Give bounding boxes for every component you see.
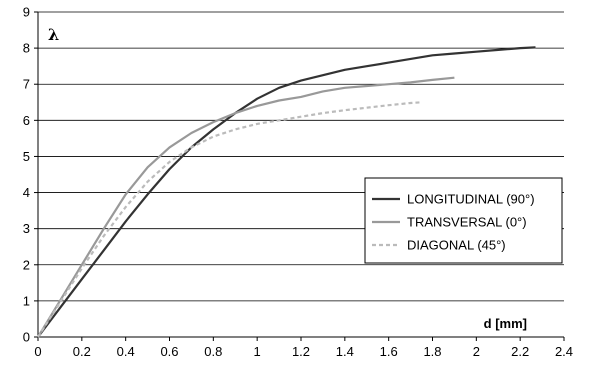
series-line-2 <box>37 101 422 338</box>
y-tick-label-1: 1 <box>23 293 30 308</box>
y-tick-label-9: 9 <box>23 5 30 20</box>
axes <box>34 11 565 341</box>
x-tick-label-2: 0.4 <box>117 344 135 359</box>
series-lines <box>37 46 536 338</box>
y-tick-label-6: 6 <box>23 113 30 128</box>
y-tick-label-5: 5 <box>23 149 30 164</box>
tick-labels: 0 1 2 3 4 5 6 7 8 9 0 0.2 0.4 0.6 0.8 1 1.2 1.4 1.6 1.8 2 2.2… <box>23 5 573 360</box>
x-tick-label-9: 1.8 <box>423 344 441 359</box>
x-tick-label-3: 0.6 <box>160 344 178 359</box>
x-tick-label-10: 2 <box>473 344 480 359</box>
legend-label-1: TRANSVERSAL (0°) <box>407 215 527 230</box>
x-tick-label-12: 2.4 <box>555 344 573 359</box>
x-tick-label-1: 0.2 <box>73 344 91 359</box>
y-tick-label-4: 4 <box>23 185 30 200</box>
x-tick-label-11: 2.2 <box>511 344 529 359</box>
legend-box <box>364 177 563 264</box>
x-tick-label-4: 0.8 <box>204 344 222 359</box>
legend-label-2: DIAGONAL (45°) <box>407 238 506 253</box>
legend: LONGITUDINAL (90°) TRANSVERSAL (0°) DIAGON… <box>364 177 563 264</box>
gridlines <box>38 11 564 302</box>
series-line-0 <box>37 46 536 338</box>
y-axis-label: λ <box>48 25 59 44</box>
x-tick-label-0: 0 <box>34 344 41 359</box>
x-tick-label-5: 1 <box>254 344 261 359</box>
y-tick-label-8: 8 <box>23 41 30 56</box>
x-tick-label-8: 1.6 <box>380 344 398 359</box>
x-tick-label-6: 1.2 <box>292 344 310 359</box>
series-line-1 <box>37 76 455 338</box>
x-tick-label-7: 1.4 <box>336 344 354 359</box>
legend-label-0: LONGITUDINAL (90°) <box>407 192 535 207</box>
y-tick-label-2: 2 <box>23 257 30 272</box>
x-axis-label: d [mm] <box>484 316 527 331</box>
y-tick-label-3: 3 <box>23 221 30 236</box>
y-tick-label-7: 7 <box>23 77 30 92</box>
y-tick-label-0: 0 <box>23 330 30 345</box>
